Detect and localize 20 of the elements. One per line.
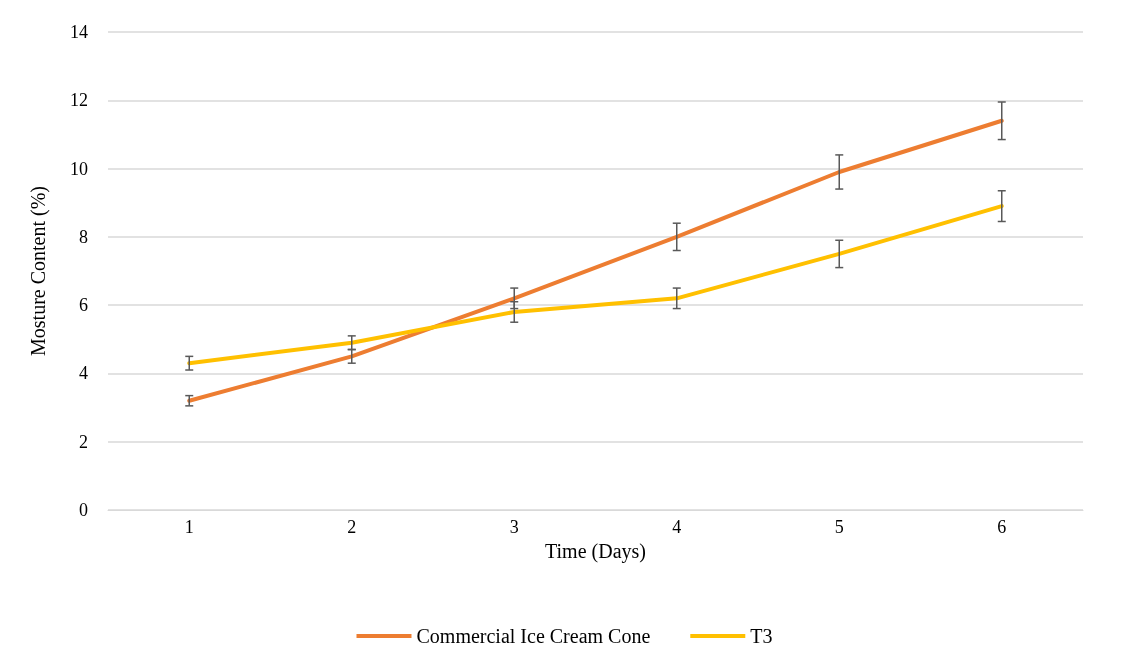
line-series bbox=[187, 204, 1004, 366]
x-tick-label: 4 bbox=[672, 517, 682, 537]
y-tick-label: 2 bbox=[79, 431, 88, 452]
x-tick-label: 1 bbox=[184, 517, 194, 537]
y-tick-label: 10 bbox=[70, 158, 88, 179]
y-tick-label: 0 bbox=[79, 500, 88, 520]
y-axis-title: Mosture Content (%) bbox=[27, 186, 50, 356]
line-series bbox=[187, 118, 1004, 403]
x-tick-label: 5 bbox=[834, 517, 844, 537]
x-tick-label: 3 bbox=[509, 517, 519, 537]
legend-label: T3 bbox=[750, 625, 773, 647]
y-tick-label: 4 bbox=[79, 363, 88, 384]
x-tick-label: 6 bbox=[997, 517, 1007, 537]
y-tick-label: 8 bbox=[79, 226, 88, 247]
x-tick-label: 2 bbox=[347, 517, 357, 537]
x-axis-title: Time (Days) bbox=[545, 539, 646, 563]
y-tick-label: 6 bbox=[79, 295, 88, 316]
y-tick-label: 12 bbox=[70, 90, 88, 111]
y-tick-label: 14 bbox=[70, 22, 88, 42]
legend-label: Commercial Ice Cream Cone bbox=[416, 625, 651, 647]
